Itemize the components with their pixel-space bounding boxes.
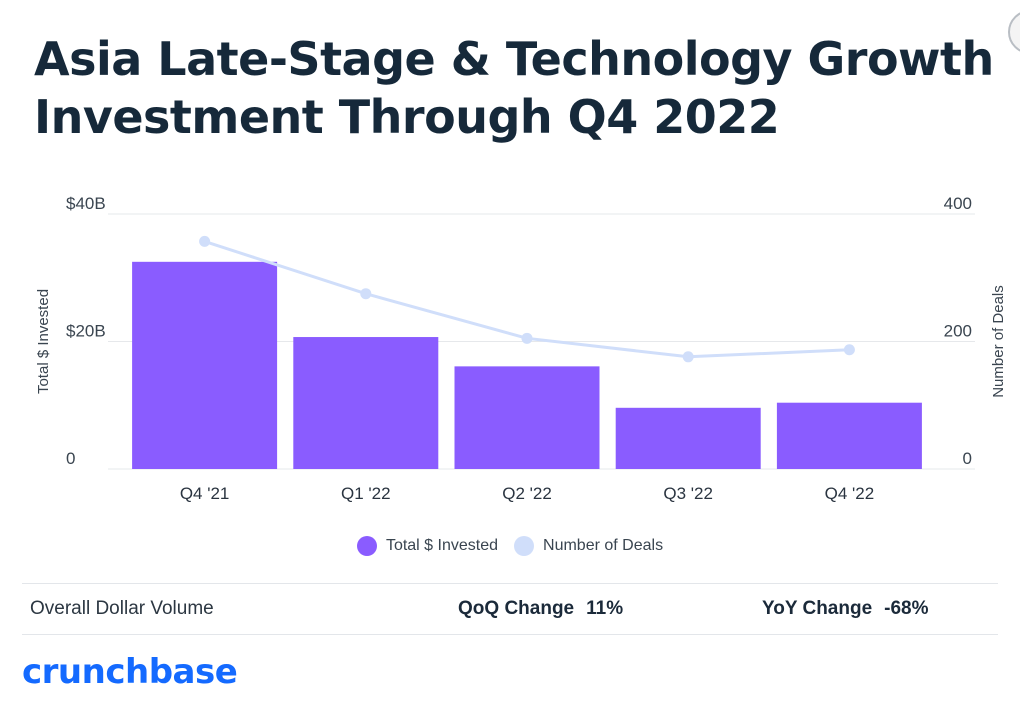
legend-swatch-invested: [356, 536, 377, 556]
bar-2: [454, 366, 600, 469]
summary-row: Overall Dollar Volume QoQ Change 11% YoY …: [22, 583, 998, 635]
y-right-tick-0: 0: [963, 449, 972, 468]
legend-label-invested: Total $ Invested: [385, 537, 499, 554]
yoy-label: YoY Change: [762, 598, 873, 619]
x-tick-2: Q2 '22: [502, 484, 552, 503]
y-right-tick-2: 400: [944, 194, 972, 213]
y-left-tick-1: $20B: [66, 322, 106, 341]
x-tick-1: Q1 '22: [341, 484, 391, 503]
title-line-1: Asia Late-Stage & Technology Growth: [34, 32, 994, 86]
y-left-tick-2: $40B: [66, 194, 106, 213]
y-left-axis-label: Total $ Invested: [35, 289, 52, 394]
bar-1: [293, 337, 439, 469]
crunchbase-logo: crunchbase: [22, 652, 238, 692]
corner-circle-icon: [1008, 10, 1020, 54]
legend-item-deals: Number of Deals: [514, 536, 663, 556]
x-tick-0: Q4 '21: [180, 484, 230, 503]
axis-labels: 0 $20B $40B 0 200 400 Q4 '21 Q1 '22 Q2 '22 Q3 '22…: [35, 194, 1007, 503]
bar-0: [132, 261, 278, 469]
legend-label-deals: Number of Deals: [543, 537, 664, 554]
y-right-axis-label: Number of Deals: [990, 285, 1007, 398]
legend-swatch-deals: [514, 536, 535, 556]
chart-title: Asia Late-Stage & Technology Growth Inve…: [34, 30, 994, 146]
deals-point-2: [521, 332, 533, 344]
y-left-tick-0: 0: [66, 449, 75, 468]
legend-item-invested: Total $ Invested: [356, 536, 499, 556]
bar-4: [776, 402, 922, 469]
deals-point-3: [682, 351, 694, 363]
combo-chart: 0 $20B $40B 0 200 400 Q4 '21 Q1 '22 Q2 '22 Q3 '22…: [35, 194, 1007, 503]
yoy-value: -68%: [884, 598, 929, 619]
qoq-label: QoQ Change: [458, 598, 575, 619]
title-line-2: Investment Through Q4 2022: [34, 90, 780, 144]
bar-3: [615, 407, 761, 469]
summary-label: Overall Dollar Volume: [30, 598, 214, 619]
yoy-change: YoY Change -68%: [762, 598, 929, 620]
x-tick-4: Q4 '22: [825, 484, 875, 503]
y-right-tick-1: 200: [944, 322, 972, 341]
qoq-change: QoQ Change 11%: [458, 598, 623, 620]
chart-legend: Total $ Invested Number of Deals: [0, 536, 1020, 556]
deals-point-4: [843, 344, 855, 356]
deals-point-1: [360, 288, 372, 300]
deals-point-0: [199, 235, 211, 247]
bars: [132, 261, 922, 469]
x-tick-3: Q3 '22: [663, 484, 713, 503]
qoq-value: 11%: [586, 598, 624, 619]
deals-line: [199, 235, 855, 363]
